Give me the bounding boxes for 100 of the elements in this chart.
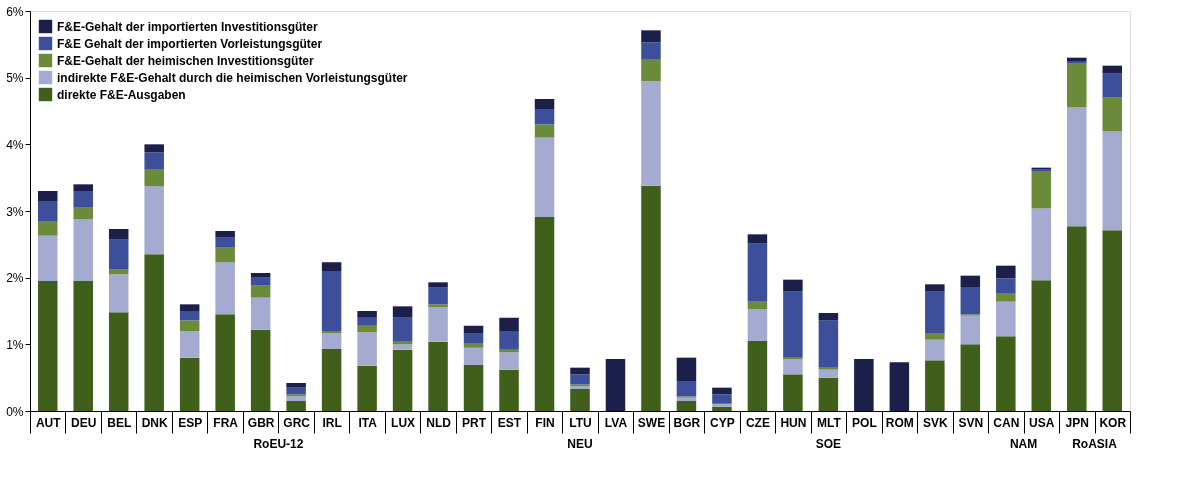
x-tick-label: MLT — [817, 415, 842, 430]
bar — [783, 279, 803, 292]
y-tick-label: 5% — [6, 71, 24, 86]
bar — [215, 314, 235, 411]
text: RoEU-12 — [253, 437, 304, 451]
bar — [357, 325, 377, 333]
bar — [286, 394, 306, 397]
y-tick-label: 2% — [6, 271, 24, 286]
bar — [250, 285, 271, 298]
bar — [321, 262, 342, 271]
bar — [534, 217, 555, 411]
x-tick-label: FIN — [535, 415, 555, 430]
text: NAM — [1009, 437, 1038, 451]
bar — [960, 344, 981, 411]
bar — [534, 137, 555, 217]
bar — [357, 332, 377, 366]
bar — [712, 394, 732, 403]
bar — [712, 387, 732, 395]
bar — [321, 333, 342, 349]
bar — [960, 275, 981, 287]
x-tick-label: ITA — [358, 415, 378, 430]
bar — [818, 313, 839, 321]
bar — [37, 281, 58, 411]
bar — [286, 383, 306, 388]
bar — [428, 282, 448, 288]
bar — [463, 325, 484, 333]
bar — [463, 365, 484, 411]
bar — [641, 30, 661, 43]
x-tick-label: KOR — [1099, 415, 1127, 430]
x-tick-label: LUX — [391, 415, 416, 430]
bar — [499, 317, 519, 331]
bar — [37, 235, 58, 281]
bar — [392, 317, 413, 341]
bar — [818, 320, 839, 367]
bar — [783, 291, 803, 358]
bar — [747, 341, 768, 411]
bar — [996, 293, 1016, 302]
y-tick-label: 1% — [6, 337, 24, 352]
bar — [996, 336, 1016, 411]
bar — [499, 369, 519, 411]
bar — [889, 362, 910, 411]
x-tick-label: IRL — [322, 415, 342, 430]
bar — [747, 309, 768, 341]
bar — [1102, 73, 1123, 98]
bar — [1102, 230, 1123, 411]
x-tick-label: BGR — [673, 415, 701, 430]
bar — [818, 367, 839, 370]
x-tick-label: CYP — [710, 415, 735, 430]
legend-label: F&E Gehalt der importierten Vorleistungsgüter — [57, 36, 323, 51]
x-tick-label: POL — [852, 415, 877, 430]
x-tick-label: GRC — [283, 415, 311, 430]
x-tick-label: USA — [1029, 415, 1055, 430]
bar — [73, 219, 93, 281]
bar — [428, 341, 448, 411]
bar — [747, 301, 768, 309]
bar — [1031, 171, 1052, 209]
bar — [37, 191, 58, 201]
x-tick-label: SVN — [958, 415, 984, 430]
bar — [108, 239, 129, 270]
bar — [357, 365, 377, 411]
bar — [73, 191, 93, 208]
bar — [996, 278, 1016, 293]
bar — [250, 273, 271, 278]
bar — [428, 287, 448, 305]
text: SOE — [815, 437, 842, 451]
bar — [286, 401, 306, 411]
bar — [250, 277, 271, 286]
x-tick-label: GBR — [247, 415, 275, 430]
bar — [37, 221, 58, 236]
bar — [570, 374, 590, 385]
x-tick-label: SWE — [637, 415, 666, 430]
bar — [215, 262, 235, 315]
bar — [73, 207, 93, 219]
bar — [1067, 57, 1087, 61]
bar — [215, 247, 235, 263]
bar — [960, 315, 981, 345]
bar — [321, 349, 342, 411]
bar — [570, 389, 590, 411]
bar — [996, 301, 1016, 337]
bar — [250, 297, 271, 330]
y-tick-label: 4% — [6, 137, 24, 152]
bar — [179, 320, 200, 331]
bar — [712, 407, 732, 411]
bar — [534, 109, 555, 125]
bar — [1067, 61, 1087, 64]
bar — [463, 333, 484, 343]
bar — [179, 311, 200, 321]
bar — [1067, 107, 1087, 227]
bar — [570, 367, 590, 375]
x-tick-label: HUN — [780, 415, 807, 430]
bar — [641, 59, 661, 81]
x-tick-label: BEL — [107, 415, 132, 430]
bar — [747, 234, 768, 244]
x-tick-label: JPN — [1065, 415, 1089, 430]
bar — [925, 333, 945, 340]
bar — [960, 287, 981, 315]
bar — [108, 312, 129, 411]
x-tick-label: FRA — [213, 415, 239, 430]
x-tick-label: LTU — [569, 415, 592, 430]
bar — [605, 359, 626, 411]
